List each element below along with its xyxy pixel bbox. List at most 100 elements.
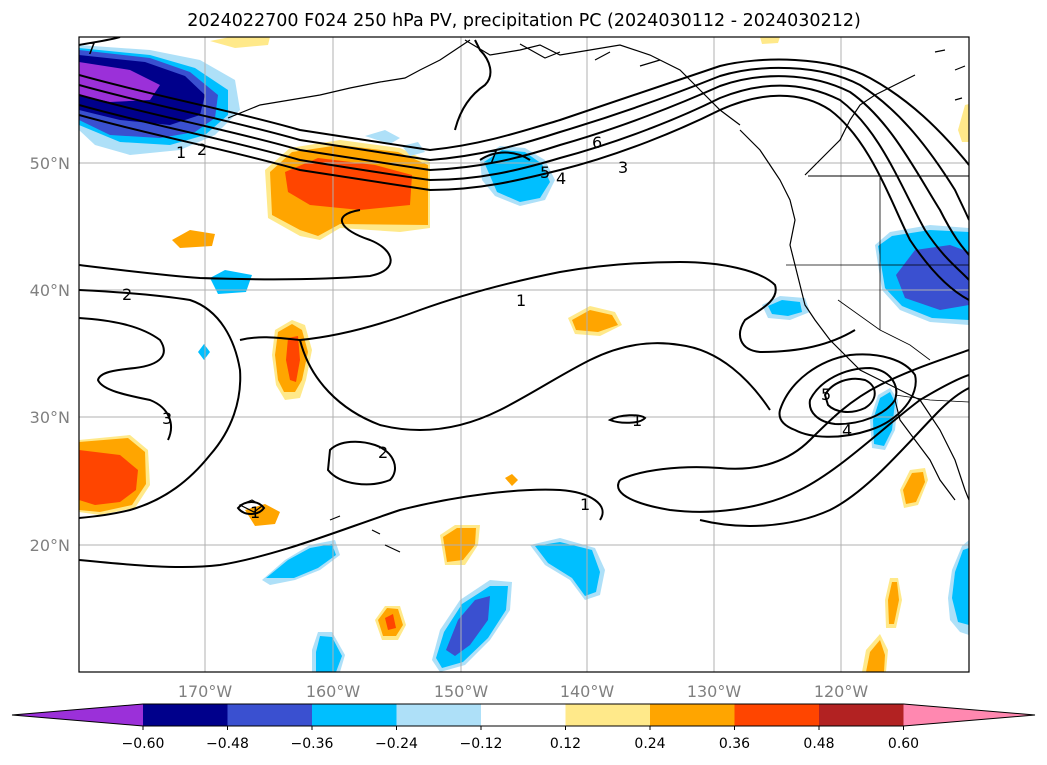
colorbar-tick-label: 0.48 <box>803 736 834 752</box>
lat-label: 50°N <box>30 154 70 173</box>
contour-label: 1 <box>516 291 526 310</box>
pv-contour-line <box>454 39 492 131</box>
pv-contour-line <box>79 84 969 281</box>
colorbar-segment <box>143 704 228 726</box>
contour-label: 6 <box>592 133 602 152</box>
precip-area-positive <box>760 37 780 44</box>
pv-contour-line <box>326 440 396 486</box>
colorbar-segment <box>734 704 820 726</box>
colorbar-extend-max <box>903 704 1035 726</box>
colorbar-segments <box>11 703 1036 727</box>
colorbar-segment <box>396 704 482 726</box>
latitude-labels: 50°N 40°N 30°N 20°N <box>30 154 70 555</box>
contour-label: 5 <box>540 163 550 182</box>
lon-label: 150°W <box>434 682 489 701</box>
precip-area-negative <box>79 62 160 102</box>
pv-contour-line <box>79 94 969 301</box>
precip-area-positive <box>385 614 396 630</box>
pv-contour-line <box>607 414 647 424</box>
pv-contour-line <box>79 66 969 221</box>
contour-label: 2 <box>197 140 207 159</box>
precip-area-positive <box>286 336 300 382</box>
colorbar-tick-label: 0.36 <box>719 736 750 752</box>
lat-label: 30°N <box>30 408 70 427</box>
pv-contour-line <box>236 501 266 515</box>
lat-label: 20°N <box>30 536 70 555</box>
contour-label: 4 <box>842 421 852 440</box>
precip-area-negative <box>198 344 210 360</box>
map-frame <box>78 36 970 673</box>
precip-area-negative <box>402 142 425 156</box>
map-panel: 2 3 2 1 1 1 1 1 2 6 3 5 4 7 7 5 4 <box>78 36 970 673</box>
colorbar-tick-label: −0.48 <box>206 736 249 752</box>
precip-area-negative <box>535 542 600 596</box>
longitude-labels: 170°W 160°W 150°W 140°W 130°W 120°W <box>178 682 869 701</box>
precip-area-negative <box>446 596 490 656</box>
pv-contour-line <box>699 387 969 527</box>
colorbar-segment <box>227 704 313 726</box>
pv-contour-line <box>79 317 172 441</box>
lon-label: 170°W <box>178 682 233 701</box>
precip-area-negative <box>316 636 342 672</box>
contour-label: 3 <box>162 409 172 428</box>
precip-area-positive <box>903 472 925 504</box>
precip-area-positive <box>888 582 899 624</box>
pv-contour-line <box>299 339 771 431</box>
colorbar: −0.60 −0.48 −0.36 −0.24 −0.12 0.12 0.24 0.36 0.4… <box>11 703 1036 752</box>
colorbar-tick-label: −0.60 <box>122 736 165 752</box>
colorbar-segment <box>650 704 735 726</box>
precip-area-positive <box>572 310 618 332</box>
contour-label: 7 <box>86 39 96 58</box>
pv-contour-line <box>79 37 121 46</box>
pv-contour-line <box>617 374 969 513</box>
colorbar-tick-label: 0.24 <box>634 736 665 752</box>
precip-area-negative <box>768 300 802 316</box>
precip-area-positive <box>79 450 138 505</box>
colorbar-tick-label: −0.12 <box>460 736 503 752</box>
contour-labels: 2 3 2 1 1 1 1 1 2 6 3 5 4 7 7 5 4 <box>86 39 852 522</box>
pv-contour-line <box>619 349 969 481</box>
colorbar-segment <box>819 704 904 726</box>
precip-area-positive <box>210 37 270 48</box>
pv-contour-line <box>479 151 531 161</box>
contour-label: 1 <box>632 411 642 430</box>
lon-label: 140°W <box>560 682 615 701</box>
lon-label: 160°W <box>306 682 361 701</box>
pv-contour-line <box>778 353 917 438</box>
lon-label: 130°W <box>687 682 742 701</box>
gridlines <box>79 37 969 672</box>
precip-area-negative <box>266 544 336 578</box>
precip-area-negative <box>952 548 969 625</box>
pv-contour-line <box>239 260 856 354</box>
contour-label: 1 <box>580 495 590 514</box>
precip-area-positive <box>505 474 518 486</box>
precip-area-positive <box>866 640 885 672</box>
figure-title: 2024022700 F024 250 hPa PV, precipitatio… <box>187 11 861 31</box>
pv-contour-line <box>79 75 969 256</box>
pv-contour-line <box>823 377 876 413</box>
lon-label: 120°W <box>814 682 869 701</box>
coastlines <box>227 39 969 553</box>
colorbar-tick-label: −0.36 <box>291 736 334 752</box>
colorbar-tick-label: 0.12 <box>550 736 581 752</box>
precip-area-positive <box>245 504 280 526</box>
contour-label: 1 <box>176 143 186 162</box>
contour-label: 3 <box>618 158 628 177</box>
pv-contour-line <box>79 289 242 519</box>
colorbar-ticks: −0.60 −0.48 −0.36 −0.24 −0.12 0.12 0.24 0.36 0.4… <box>122 726 919 752</box>
contour-label: 4 <box>556 169 566 188</box>
colorbar-extend-min <box>12 704 143 726</box>
contour-label: 5 <box>821 385 831 404</box>
colorbar-segment <box>312 704 397 726</box>
colorbar-tick-label: 0.60 <box>888 736 919 752</box>
colorbar-segment <box>565 704 651 726</box>
precip-area-negative <box>210 270 252 294</box>
contour-label: 2 <box>122 285 132 304</box>
contour-label: 1 <box>250 503 260 522</box>
pv-contour-line <box>79 209 392 281</box>
pv-contours <box>79 37 969 569</box>
precip-area-positive <box>172 230 215 248</box>
precip-area-positive <box>285 158 412 210</box>
contour-label: 2 <box>378 443 388 462</box>
